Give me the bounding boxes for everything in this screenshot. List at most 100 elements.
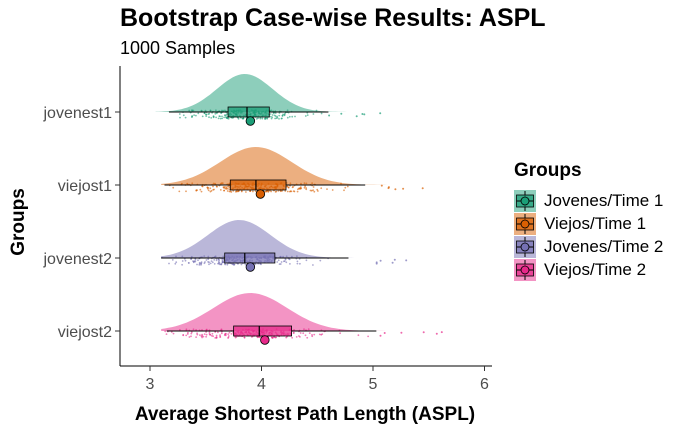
data-point xyxy=(218,263,221,266)
data-point xyxy=(201,256,203,258)
data-point xyxy=(207,261,210,263)
outlier-point xyxy=(380,184,383,187)
data-point xyxy=(219,117,222,120)
data-point xyxy=(210,260,213,262)
outlier-point xyxy=(435,332,438,335)
data-point xyxy=(280,190,282,193)
data-point xyxy=(195,336,198,338)
data-point xyxy=(191,116,193,118)
data-point xyxy=(270,109,273,112)
y-tick-label: viejost1 xyxy=(58,178,112,195)
data-point xyxy=(357,334,360,337)
data-point xyxy=(226,190,229,192)
data-point xyxy=(320,187,323,190)
data-point xyxy=(280,117,283,120)
data-point xyxy=(278,114,281,117)
y-tick-label: viejost2 xyxy=(58,324,112,341)
data-point xyxy=(185,328,188,331)
mean-point xyxy=(255,189,266,199)
data-point xyxy=(209,187,212,190)
data-point xyxy=(175,255,177,258)
data-point xyxy=(288,258,291,261)
density-cloud xyxy=(155,74,385,112)
data-point xyxy=(200,261,203,263)
data-point xyxy=(232,263,234,266)
data-point xyxy=(227,117,230,120)
data-point xyxy=(240,190,243,193)
box xyxy=(229,179,287,191)
data-point xyxy=(164,330,167,333)
legend-key-point xyxy=(520,242,530,252)
data-point xyxy=(213,259,216,261)
data-point xyxy=(288,115,291,118)
data-point xyxy=(300,187,302,190)
data-point xyxy=(205,331,208,333)
data-point xyxy=(321,333,324,335)
data-point xyxy=(205,333,208,336)
chart-subtitle: 1000 Samples xyxy=(120,38,236,58)
group-viejost2 xyxy=(161,293,452,345)
y-axis: jovenest1 viejost1 jovenest2 viejost2 xyxy=(43,66,121,366)
data-point xyxy=(187,262,190,264)
data-point xyxy=(215,334,218,337)
data-point xyxy=(311,335,314,338)
data-point xyxy=(225,186,228,188)
outlier-point xyxy=(394,188,397,191)
legend-item-jovenest1: Jovenes/Time 1 xyxy=(514,190,663,212)
data-point xyxy=(181,263,184,266)
data-point xyxy=(181,260,184,262)
data-point xyxy=(226,263,229,266)
legend-key xyxy=(514,190,536,212)
data-point xyxy=(303,328,305,331)
data-point xyxy=(282,113,284,116)
data-point xyxy=(208,331,211,334)
data-point xyxy=(283,114,286,117)
outlier-point xyxy=(393,258,396,261)
data-point xyxy=(220,112,223,114)
data-point xyxy=(200,190,203,193)
outlier-point xyxy=(361,113,364,115)
data-point xyxy=(179,116,181,119)
data-point xyxy=(271,114,274,116)
data-point xyxy=(291,336,293,339)
data-point xyxy=(275,190,278,193)
data-point xyxy=(223,186,226,189)
data-point xyxy=(304,334,307,337)
data-point xyxy=(254,263,257,265)
outlier-point xyxy=(379,112,382,115)
legend-label: Viejos/Time 1 xyxy=(544,214,647,233)
data-point xyxy=(269,113,272,115)
data-point xyxy=(312,264,314,266)
data-point xyxy=(203,262,206,265)
data-point xyxy=(201,185,204,188)
data-point xyxy=(222,261,225,264)
data-point xyxy=(293,329,295,331)
data-point xyxy=(306,336,309,339)
data-point xyxy=(191,182,194,185)
x-axis-title: Average Shortest Path Length (ASPL) xyxy=(135,404,475,425)
outlier-point xyxy=(422,331,425,334)
data-point xyxy=(224,187,227,190)
data-point xyxy=(315,109,318,112)
data-point xyxy=(203,112,206,115)
data-point xyxy=(207,113,210,115)
legend-key xyxy=(514,213,536,235)
data-point xyxy=(305,259,308,262)
data-point xyxy=(292,190,295,193)
data-point xyxy=(215,336,218,339)
group-jovenest2 xyxy=(161,220,408,272)
data-point xyxy=(178,113,181,115)
data-point xyxy=(299,262,301,265)
y-tick-label: jovenest1 xyxy=(43,105,113,122)
data-point xyxy=(227,336,230,339)
data-point xyxy=(331,189,334,191)
data-point xyxy=(224,333,227,335)
outlier-point xyxy=(440,331,443,334)
data-point xyxy=(286,190,289,193)
data-point xyxy=(194,258,197,261)
data-point xyxy=(346,185,349,188)
data-point xyxy=(215,259,218,262)
data-point xyxy=(283,260,285,263)
data-point xyxy=(194,260,197,263)
outlier-point xyxy=(387,187,390,190)
